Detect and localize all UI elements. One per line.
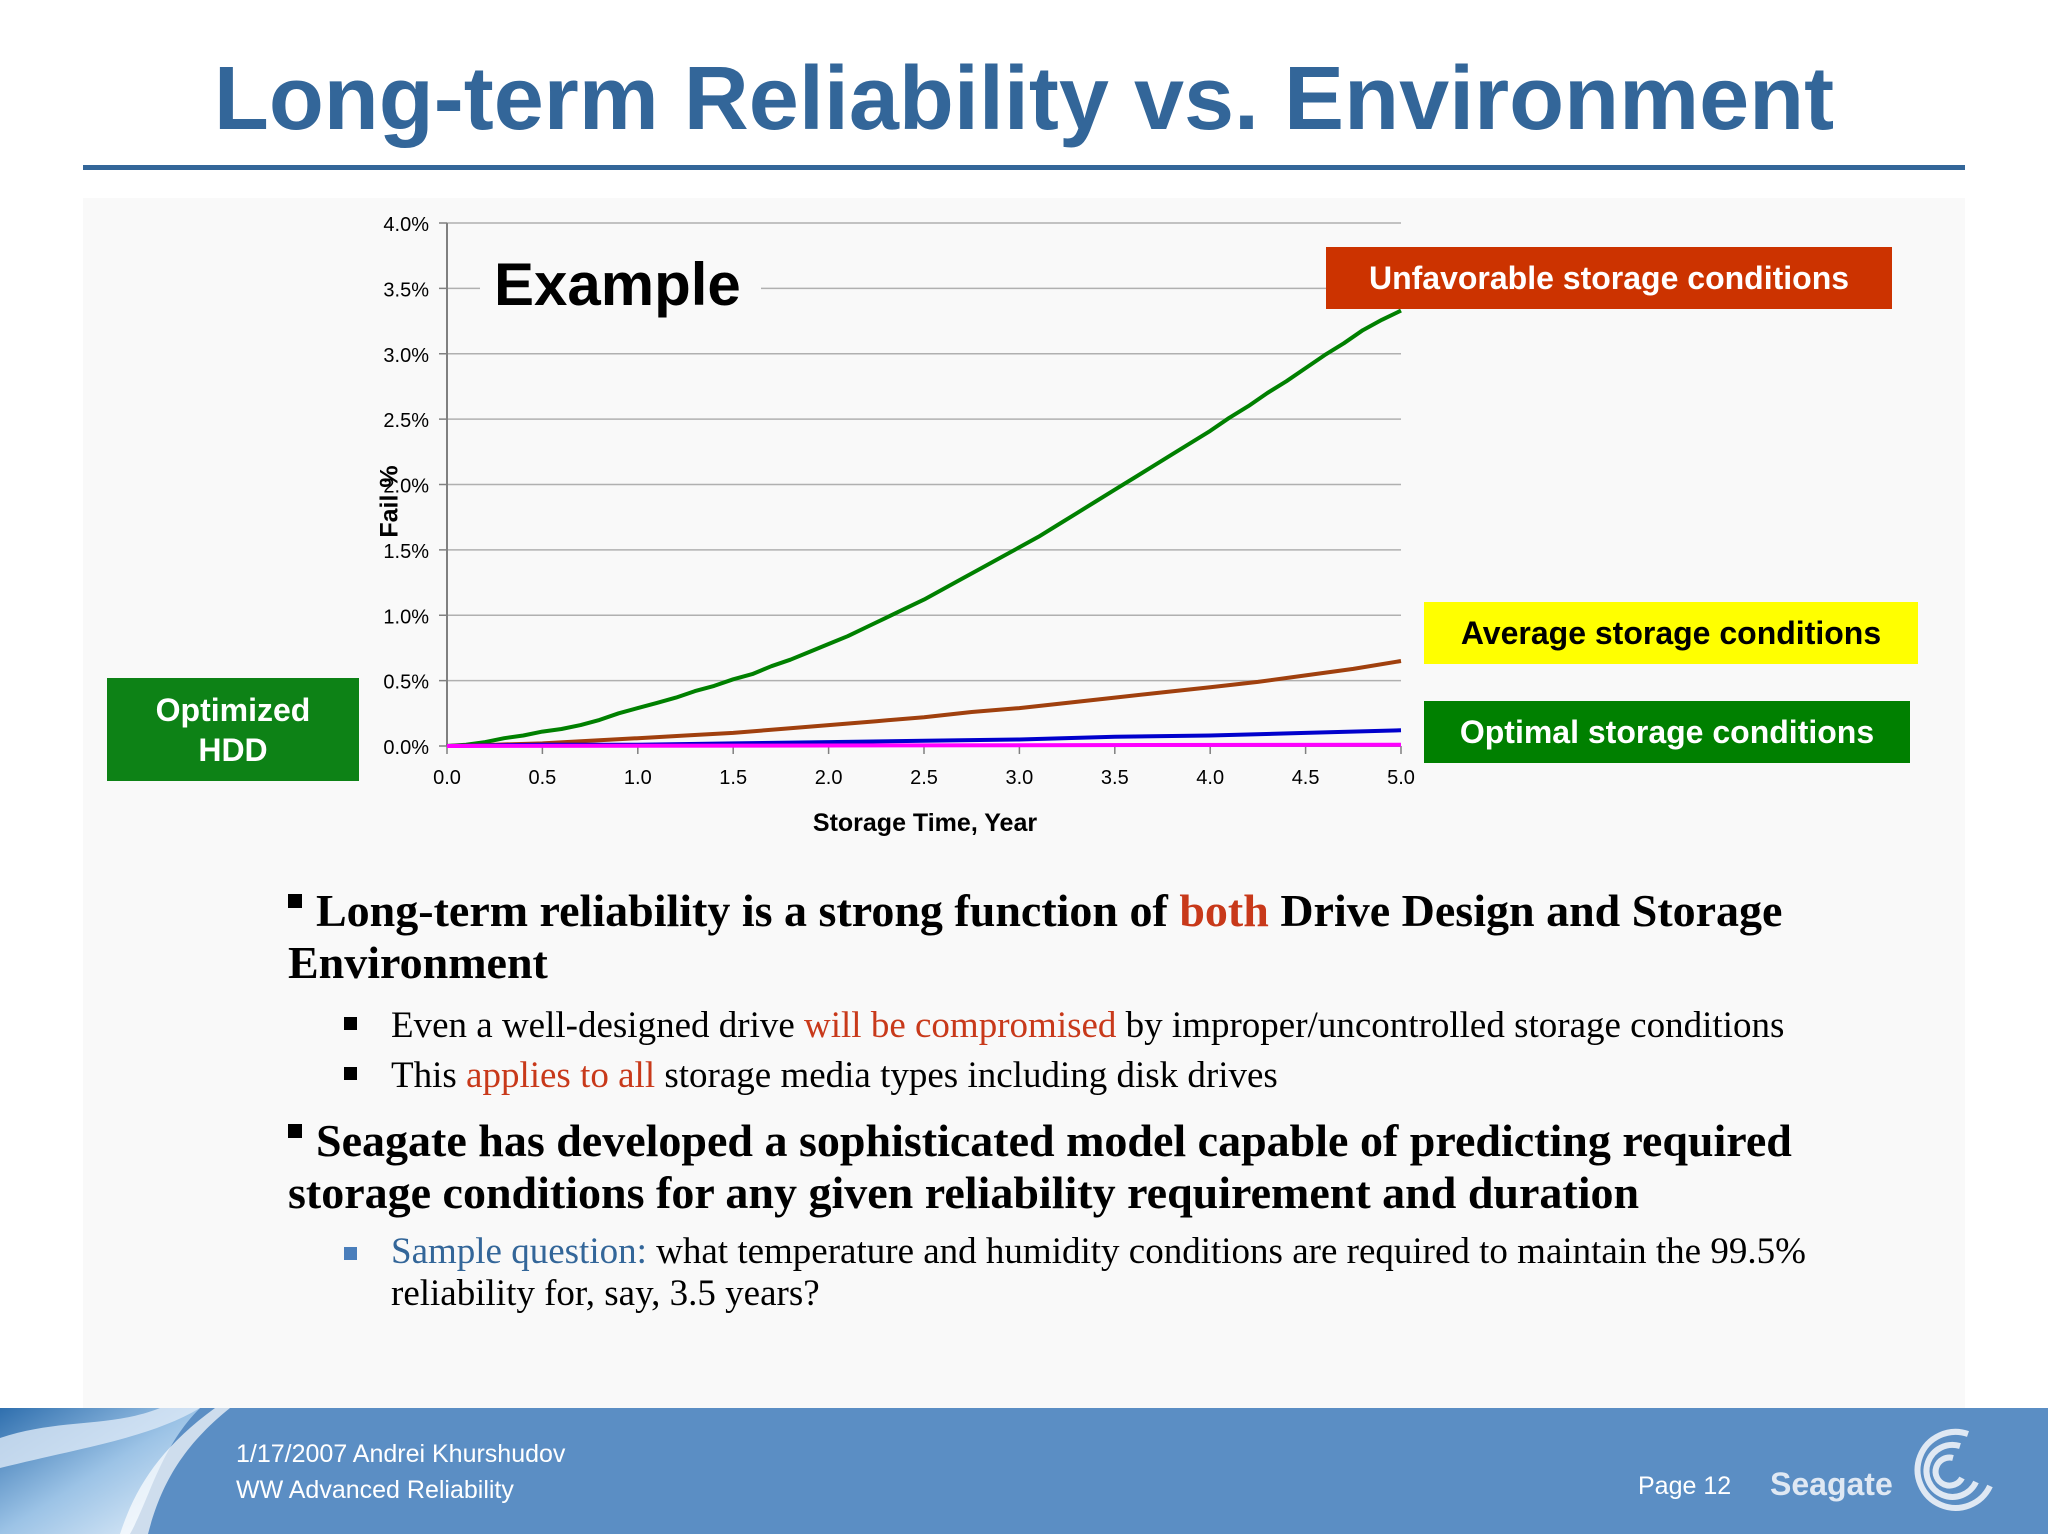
bullet-square-icon xyxy=(288,1124,302,1139)
series-line-average-storage-conditions xyxy=(446,659,1402,748)
series-line-unfavorable-storage-conditions xyxy=(446,308,1402,748)
x-tick-label: 4.5 xyxy=(1292,767,1320,789)
x-tick-label: 1.5 xyxy=(719,767,747,789)
sub-bullet-1-post: by improper/uncontrolled storage conditi… xyxy=(1116,1005,1785,1046)
bullet-1-text-pre: Long-term reliability is a strong functi… xyxy=(316,885,1180,936)
y-axis-label: Fail % xyxy=(375,465,404,538)
x-axis-label: Storage Time, Year xyxy=(812,809,1038,837)
wave-graphic-icon xyxy=(0,1408,230,1534)
x-tick-label: 5.0 xyxy=(1387,767,1415,789)
seagate-logo-icon xyxy=(1914,1428,1993,1511)
bullet-1-text-post: Drive Design and Storage Environment xyxy=(288,885,1783,988)
x-tick-label: 0.0 xyxy=(433,767,461,789)
unfavorable-conditions-label: Unfavorable storage conditions xyxy=(1326,247,1892,309)
optimized-hdd-line1: Optimized xyxy=(155,691,311,728)
y-tick-label: 0.0% xyxy=(383,737,429,759)
y-tick-label: 1.0% xyxy=(383,606,429,628)
bullet-list: Long-term reliability is a strong functi… xyxy=(288,885,1928,1315)
optimal-conditions-label: Optimal storage conditions xyxy=(1424,701,1910,763)
footer-department: WW Advanced Reliability xyxy=(236,1476,514,1504)
footer-date-author: 1/17/2007 Andrei Khurshudov xyxy=(236,1440,566,1468)
footer-bar xyxy=(0,1408,2048,1534)
average-conditions-label: Average storage conditions xyxy=(1424,602,1918,664)
bullet-square-icon xyxy=(344,1017,357,1030)
slide-title: Long-term Reliability vs. Environment xyxy=(213,49,1835,149)
series-line-optimized-hdd xyxy=(446,742,1402,748)
y-tick-label: 4.0% xyxy=(383,214,429,236)
title-underline xyxy=(83,165,1965,170)
chart-background xyxy=(83,198,1965,1408)
example-label: Example xyxy=(480,248,761,322)
y-tick-label: 2.5% xyxy=(383,410,429,432)
sub-bullet-2: This applies to all storage media types … xyxy=(288,1051,1928,1101)
x-tick-label: 0.5 xyxy=(528,767,556,789)
y-tick-label: 3.5% xyxy=(383,279,429,301)
optimized-hdd-label: Optimized HDD xyxy=(107,678,359,781)
bullet-square-icon xyxy=(344,1247,357,1260)
sub-bullet-2-pre: This xyxy=(391,1055,467,1096)
y-tick-label: 3.0% xyxy=(383,345,429,367)
bullet-2-text: Seagate has developed a sophisticated mo… xyxy=(288,1115,1792,1218)
sub-bullet-1-pre: Even a well-designed drive xyxy=(391,1005,805,1046)
sub-bullet-1-highlight: will be compromised xyxy=(804,1005,1117,1046)
sub-bullet-3-highlight: Sample question: xyxy=(391,1231,647,1272)
x-tick-label: 1.0 xyxy=(624,767,652,789)
x-tick-label: 3.5 xyxy=(1101,767,1129,789)
bullet-1-highlight: both xyxy=(1179,885,1269,936)
y-tick-label: 1.5% xyxy=(383,541,429,563)
sub-bullet-1: Even a well-designed drive will be compr… xyxy=(288,1001,1928,1051)
sub-bullet-3: Sample question: what temperature and hu… xyxy=(288,1231,1928,1315)
y-tick-label: 0.5% xyxy=(383,672,429,694)
seagate-logo-text: Seagate xyxy=(1770,1466,1893,1502)
x-tick-label: 2.0 xyxy=(815,767,843,789)
sub-bullet-2-highlight: applies to all xyxy=(466,1055,656,1096)
x-tick-label: 2.5 xyxy=(910,767,938,789)
bullet-square-icon xyxy=(344,1067,357,1080)
x-tick-label: 4.0 xyxy=(1196,767,1224,789)
bullet-2: Seagate has developed a sophisticated mo… xyxy=(288,1115,1928,1219)
page-number: Page 12 xyxy=(1638,1472,1732,1500)
sub-bullet-3-post: what temperature and humidity conditions… xyxy=(391,1231,1806,1314)
sub-bullet-2-post: storage media types including disk drive… xyxy=(655,1055,1278,1096)
x-tick-label: 3.0 xyxy=(1005,767,1033,789)
bullet-square-icon xyxy=(288,894,302,909)
bullet-1: Long-term reliability is a strong functi… xyxy=(288,885,1928,989)
optimized-hdd-line2: HDD xyxy=(198,731,268,768)
y-tick-label: 2.0% xyxy=(383,476,429,498)
